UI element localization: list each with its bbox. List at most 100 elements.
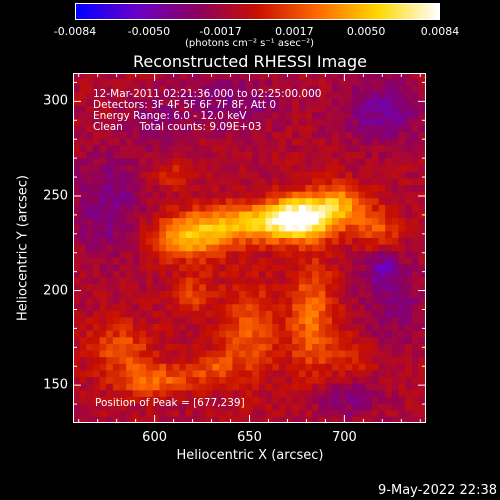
heatmap-cell [92,310,100,318]
heatmap-cell [351,416,360,423]
heatmap-cell [112,204,120,212]
heatmap-cell [179,264,187,272]
heatmap-cell [219,85,227,93]
heatmap-cell [292,383,300,391]
heatmap-cell [278,336,286,344]
heatmap-cell [185,184,193,192]
heatmap-cell [405,250,413,258]
heatmap-cell [398,184,406,192]
heatmap-cell [232,211,240,219]
heatmap-cell [411,330,419,338]
heatmap-cell [165,144,174,152]
heatmap-cell [106,164,114,172]
heatmap-cell [411,131,419,139]
heatmap-cell [298,383,306,391]
heatmap-cell [312,396,320,404]
heatmap-cell [73,217,81,225]
heatmap-cell [358,91,366,99]
heatmap-cell [73,416,81,423]
heatmap-cell [245,363,253,371]
heatmap-cell [371,144,379,152]
heatmap-cell [378,151,386,159]
heatmap-cell [219,144,227,152]
heatmap-cell [185,144,193,152]
heatmap-cell [219,290,227,298]
heatmap-cell [199,376,207,384]
heatmap-cell [205,403,213,411]
heatmap-cell [112,224,120,232]
heatmap-cell [132,297,140,305]
heatmap-cell [139,250,147,258]
heatmap-cell [411,171,419,179]
heatmap-cell [332,204,340,212]
heatmap-cell [199,131,207,139]
heatmap-cell [405,389,413,397]
heatmap-cell [292,237,300,245]
heatmap-cell [318,78,326,86]
heatmap-cell [365,257,373,265]
heatmap-cell [418,230,426,238]
heatmap-cell [159,376,167,384]
heatmap-cell [418,297,426,305]
heatmap-cell [132,171,140,179]
heatmap-cell [106,178,114,186]
heatmap-cell [185,323,193,331]
heatmap-cell [305,211,313,219]
heatmap-cell [165,264,174,272]
heatmap-cell [73,350,81,358]
heatmap-cell [126,330,134,338]
heatmap-cell [212,85,220,93]
heatmap-cell [159,230,167,238]
heatmap-cell [312,283,320,291]
heatmap-cell [239,277,247,285]
heatmap-cell [265,105,273,113]
heatmap-cell [92,383,100,391]
heatmap-cell [79,91,87,99]
heatmap-cell [219,178,227,186]
heatmap-cell [179,363,187,371]
heatmap-cell [332,270,340,278]
heatmap-cell [398,277,406,285]
heatmap-cell [358,184,366,192]
heatmap-cell [179,164,187,172]
heatmap-cell [312,144,320,152]
heatmap-cell [398,151,406,159]
heatmap-cell [325,151,333,159]
heatmap-cell [265,250,273,258]
heatmap-cell [99,184,107,192]
heatmap-cell [318,85,326,93]
heatmap-cell [332,317,340,325]
heatmap-cell [351,244,360,252]
heatmap-cell [152,363,160,371]
heatmap-cell [152,303,160,311]
heatmap-cell [165,396,174,404]
heatmap-cell [159,330,167,338]
heatmap-cell [159,250,167,258]
heatmap-cell [312,376,320,384]
heatmap-cell [365,376,373,384]
heatmap-cell [258,317,267,325]
heatmap-cell [418,403,426,411]
heatmap-cell [391,290,399,298]
heatmap-cell [278,78,286,86]
heatmap-cell [119,191,127,199]
heatmap-cell [398,224,406,232]
heatmap-cell [192,389,200,397]
heatmap-cell [398,138,406,146]
heatmap-cell [345,191,353,199]
heatmap-cell [305,370,313,378]
heatmap-cell [146,171,154,179]
heatmap-cell [378,217,386,225]
heatmap-cell [298,270,306,278]
heatmap-cell [126,191,134,199]
heatmap-cell [112,211,120,219]
heatmap-cell [132,178,140,186]
heatmap-cell [358,310,366,318]
heatmap-cell [385,138,393,146]
heatmap-cell [358,370,366,378]
heatmap-cell [258,85,267,93]
heatmap-cell [146,224,154,232]
heatmap-cell [225,91,233,99]
heatmap-cell [332,211,340,219]
heatmap-cell [411,164,419,172]
